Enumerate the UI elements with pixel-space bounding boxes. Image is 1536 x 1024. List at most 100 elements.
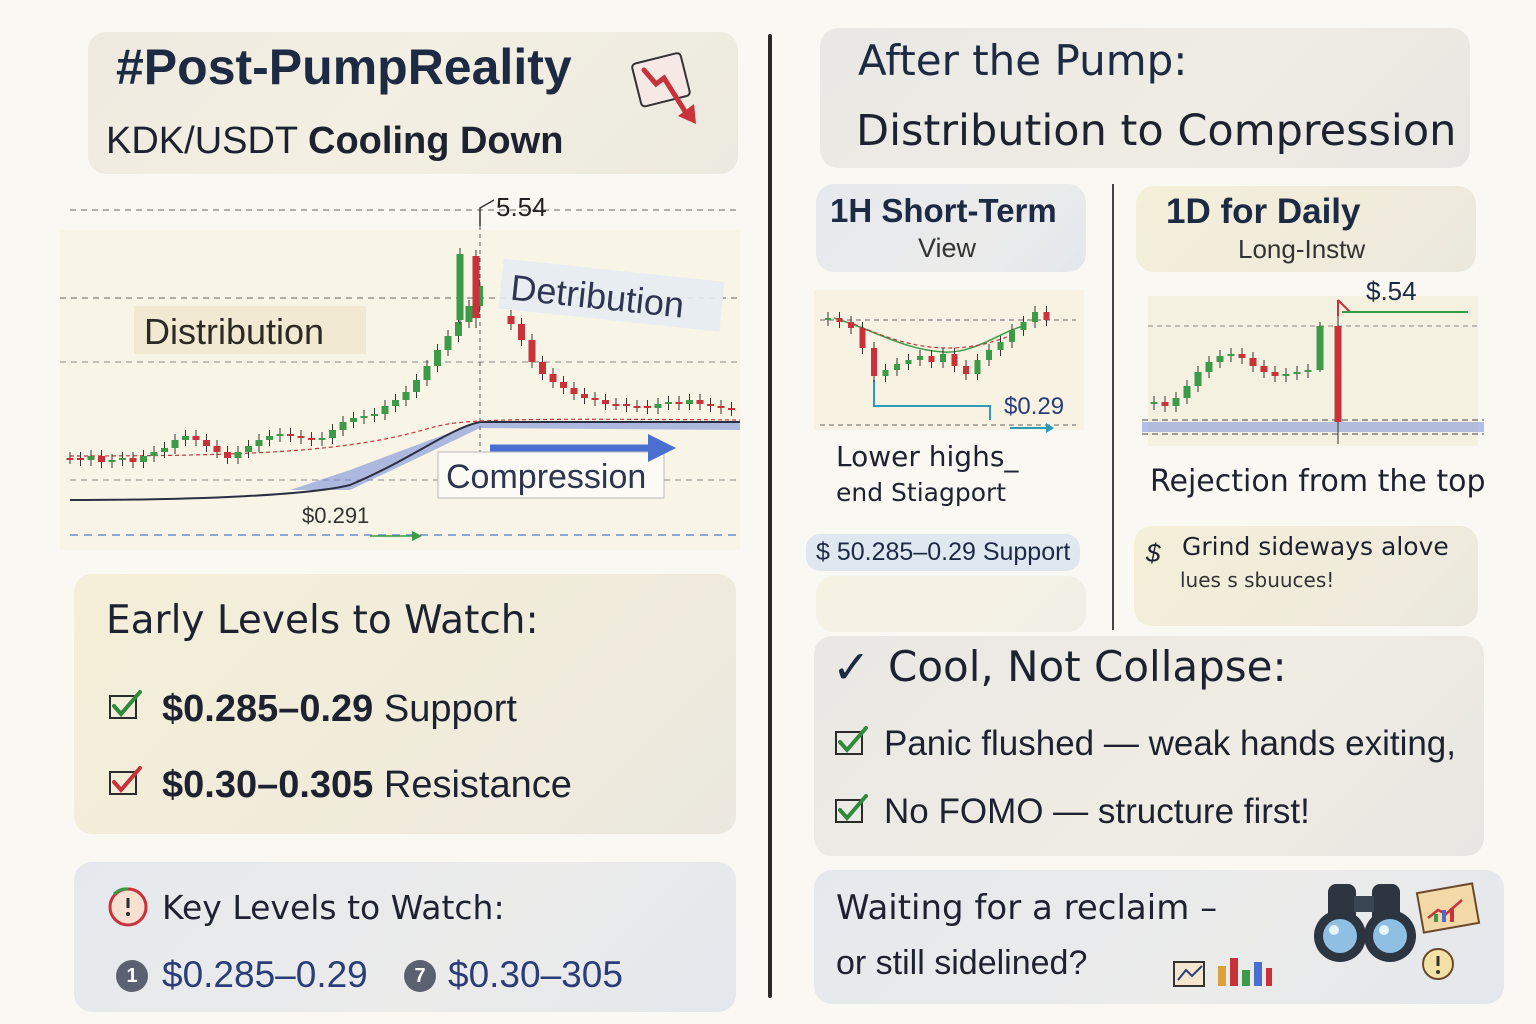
candle xyxy=(77,458,84,460)
candle xyxy=(665,402,672,404)
early-level-resistance: $0.30–0.305 Resistance xyxy=(162,764,572,807)
candle xyxy=(339,422,347,430)
card-1h-note-2: end Stiagport xyxy=(836,478,1007,507)
alert-icon xyxy=(1422,948,1454,980)
candle xyxy=(539,362,546,374)
candle xyxy=(871,348,877,376)
candle xyxy=(963,366,969,374)
main-chart: 5.54 Distribution Detribution Compressio… xyxy=(60,192,741,550)
candle xyxy=(308,438,315,440)
candle xyxy=(1282,374,1290,376)
right-header-panel xyxy=(820,28,1470,168)
candle xyxy=(297,436,305,438)
cool-item-2: No FOMO — structure first! xyxy=(884,792,1310,831)
level-value: $0.285–0.29 xyxy=(162,688,374,730)
card-1h-subtitle: View xyxy=(918,233,977,263)
candle xyxy=(1020,322,1027,330)
candle xyxy=(213,446,221,452)
card-1h-title: 1H Short-Term xyxy=(830,192,1057,229)
candle xyxy=(360,416,368,418)
candle xyxy=(1334,326,1342,422)
candle xyxy=(434,350,441,366)
candle xyxy=(1194,372,1202,386)
candle xyxy=(392,400,399,406)
candle xyxy=(825,318,831,320)
key-levels-panel xyxy=(74,862,736,1012)
chart-note-icon xyxy=(1173,958,1272,987)
compression-label: Compression xyxy=(446,458,646,496)
candle xyxy=(905,360,912,364)
card-1d-subtitle: Long-Instw xyxy=(1238,234,1366,264)
candle xyxy=(882,370,889,376)
key-level-badge-1: 1 xyxy=(116,960,148,992)
green-check-icon xyxy=(835,726,868,755)
candle xyxy=(161,448,168,452)
chart-1d-price: $.54 xyxy=(1366,276,1417,306)
candle xyxy=(696,400,704,404)
candle xyxy=(1161,402,1169,406)
early-levels-panel xyxy=(74,574,736,834)
candle xyxy=(287,434,294,436)
card-1h-note-1: Lower highs_ xyxy=(836,440,1019,473)
red-down-arrow-icon xyxy=(631,52,696,124)
cool-heading: Cool, Not Collapse: xyxy=(888,642,1287,691)
candle xyxy=(444,336,452,350)
candle xyxy=(581,394,588,398)
candle xyxy=(1216,356,1224,362)
candle xyxy=(371,414,378,416)
candle xyxy=(848,322,854,328)
early-level-support: $0.285–0.29 Support xyxy=(162,688,517,731)
candle xyxy=(245,446,252,452)
key-level-1: $0.285–0.29 xyxy=(162,954,368,995)
candle xyxy=(602,400,609,404)
candle xyxy=(707,404,714,406)
candle xyxy=(686,400,693,404)
candle xyxy=(570,388,578,394)
candles xyxy=(66,248,735,468)
key-level-2: $0.30–305 xyxy=(448,954,623,995)
card-1d-header xyxy=(1136,186,1476,272)
candle xyxy=(108,460,116,462)
candle xyxy=(171,440,179,448)
chart-1h-price: $0.29 xyxy=(1004,393,1064,420)
level-desc: Resistance xyxy=(383,764,572,806)
pair-label: KDK/USDT xyxy=(106,120,298,162)
candle xyxy=(859,328,866,348)
cool-item-1: Panic flushed — weak hands exiting, xyxy=(884,724,1456,763)
candle xyxy=(644,406,651,408)
card-1d-note: Rejection from the top xyxy=(1150,464,1486,499)
candle xyxy=(182,436,189,440)
level-value: $0.30–0.305 xyxy=(162,764,374,806)
header-panel xyxy=(88,32,738,174)
candle xyxy=(974,360,981,374)
candle xyxy=(1032,312,1038,322)
candle xyxy=(986,350,992,360)
chart-peak-label: 5.54 xyxy=(496,192,547,222)
candle xyxy=(465,306,473,322)
candle xyxy=(87,456,95,460)
candle xyxy=(997,342,1004,350)
candle xyxy=(1227,354,1235,356)
candle xyxy=(66,458,74,460)
early-levels-heading: Early Levels to Watch: xyxy=(106,598,539,643)
candle xyxy=(1271,372,1279,376)
candle xyxy=(1043,312,1050,320)
candle xyxy=(203,440,210,446)
candle xyxy=(1260,366,1268,372)
candle xyxy=(472,256,480,318)
grind-note-1: Grind sideways alove xyxy=(1182,532,1449,561)
right-title-line1: After the Pump: xyxy=(858,36,1188,85)
support-label: $0.291 xyxy=(302,503,369,528)
candle xyxy=(1238,354,1246,358)
grind-note-panel xyxy=(1134,526,1478,626)
red-check-icon xyxy=(109,766,142,795)
candle xyxy=(402,392,410,400)
dollar-icon: $ xyxy=(1146,538,1161,568)
grind-note-2: lues s sbuuces! xyxy=(1180,568,1335,592)
candle xyxy=(276,434,284,436)
card-1h-footer xyxy=(816,576,1086,632)
candle xyxy=(455,322,462,336)
distribution-label: Distribution xyxy=(144,311,324,352)
candle xyxy=(928,356,935,362)
support-badge: $ 50.285–0.29 Support xyxy=(806,534,1081,571)
